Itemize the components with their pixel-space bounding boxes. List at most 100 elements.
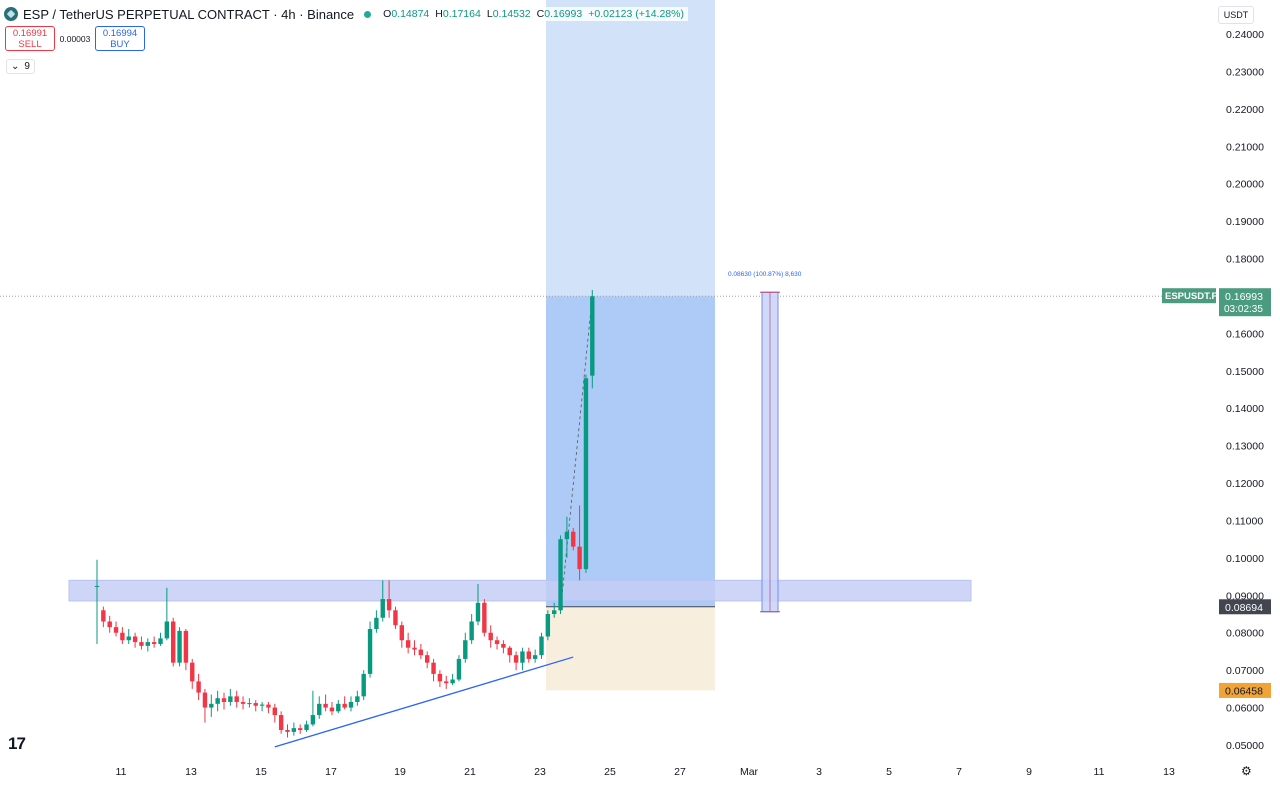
- trade-panel: 0.16991 SELL 0.00003 0.16994 BUY: [5, 26, 145, 51]
- y-axis-tick: 0.16000: [1226, 328, 1264, 340]
- candle-body: [418, 649, 424, 656]
- candle-body: [259, 704, 265, 706]
- candle-body: [323, 703, 328, 708]
- ohlc-value: 0.14874: [391, 8, 430, 20]
- buy-button[interactable]: 0.16994 BUY: [95, 26, 145, 51]
- x-axis-tick: 27: [674, 766, 686, 778]
- candle-body: [221, 698, 227, 702]
- indicators-toggle[interactable]: ⌄ 9: [6, 59, 35, 74]
- candle-body: [234, 696, 239, 702]
- indicator-count: 9: [24, 61, 30, 72]
- ohlc-value: 0.14532: [492, 8, 531, 20]
- candle-body: [412, 647, 417, 650]
- entry-price-value: 0.08694: [1225, 602, 1263, 614]
- candle-body: [278, 715, 284, 731]
- x-axis-tick: 13: [1163, 766, 1175, 778]
- x-axis-tick: 11: [116, 766, 127, 778]
- candle-body: [386, 599, 392, 611]
- candle-body: [450, 679, 455, 684]
- candle-body: [374, 617, 379, 629]
- candle-body: [526, 651, 531, 659]
- candle-body: [583, 378, 589, 570]
- candle-body: [253, 703, 258, 706]
- ohlc-item: O0.14874: [383, 8, 429, 20]
- ohlc-item: C0.16993: [537, 8, 583, 20]
- candle-body: [425, 655, 430, 663]
- candle-body: [482, 602, 487, 633]
- sell-button[interactable]: 0.16991 SELL: [5, 26, 55, 51]
- candle-body: [545, 614, 551, 637]
- symbol-title[interactable]: ESP / TetherUS PERPETUAL CONTRACT · 4h ·…: [23, 6, 355, 22]
- candle-body: [107, 621, 112, 628]
- ohlc-key: C: [536, 8, 545, 20]
- y-axis-tick: 0.18000: [1226, 254, 1264, 266]
- candle-body: [475, 602, 481, 622]
- candle-body: [532, 655, 538, 659]
- buy-label: BUY: [110, 39, 130, 50]
- candle-body: [380, 599, 385, 618]
- y-axis-tick: 0.11000: [1226, 515, 1263, 527]
- y-axis-tick: 0.05000: [1226, 740, 1264, 752]
- candle-body: [539, 636, 544, 656]
- x-axis-tick: 3: [816, 766, 822, 778]
- gear-icon[interactable]: ⚙: [1241, 764, 1252, 778]
- market-status-icon[interactable]: [364, 10, 372, 18]
- candle-body: [558, 539, 563, 611]
- candle-body: [120, 632, 125, 641]
- stop-zone: [546, 606, 715, 691]
- ohlc-value: 0.17164: [442, 8, 481, 20]
- candle-body: [215, 698, 220, 704]
- candle-body: [361, 673, 366, 697]
- y-axis-tick: 0.24000: [1226, 29, 1264, 41]
- x-axis-tick: 19: [394, 766, 406, 778]
- candle-body: [367, 628, 373, 674]
- candle-body: [298, 728, 303, 731]
- candle-body: [463, 640, 468, 659]
- stop-price-box: [1219, 682, 1271, 698]
- y-axis-tick: 0.13000: [1226, 441, 1264, 453]
- tradingview-logo-icon[interactable]: 17: [8, 734, 26, 753]
- measure-label: 0.08630 (100.87%) 8,630: [728, 271, 802, 278]
- target-zone: [546, 296, 715, 607]
- target-zone-upper: [546, 0, 715, 297]
- currency-selector[interactable]: USDT: [1218, 6, 1254, 24]
- candle-body: [202, 692, 208, 708]
- candle-body: [240, 701, 246, 704]
- projection-line: [560, 295, 593, 611]
- candle-body: [405, 640, 411, 648]
- candle-body: [190, 662, 195, 682]
- ohlc-value: +0.02123 (+14.28%): [588, 8, 684, 20]
- candle-body: [247, 703, 252, 705]
- x-axis-tick: 17: [325, 766, 337, 778]
- candle-body: [437, 673, 443, 682]
- last-price-box: [1219, 288, 1271, 317]
- candle-body: [101, 610, 106, 622]
- y-axis-tick: 0.14000: [1226, 403, 1264, 415]
- x-axis-tick: 21: [464, 766, 476, 778]
- symbol-logo-icon: [4, 7, 18, 21]
- candle-body: [456, 658, 462, 680]
- x-axis-tick: 11: [1094, 766, 1105, 778]
- x-axis-tick: 13: [185, 766, 197, 778]
- x-axis-tick: Mar: [740, 766, 759, 778]
- candle-body: [513, 655, 519, 663]
- y-axis-tick: 0.10000: [1226, 553, 1264, 565]
- candle-body: [507, 647, 512, 656]
- candle-body: [164, 621, 170, 639]
- ohlc-key: L: [486, 8, 493, 20]
- candle-body: [266, 704, 271, 708]
- candle-body: [571, 531, 576, 547]
- ohlc-key: O: [383, 8, 392, 20]
- candle-body: [488, 632, 493, 641]
- candle-body: [501, 643, 506, 648]
- candle-body: [329, 707, 335, 712]
- candle-body: [113, 627, 119, 633]
- candle-body: [310, 715, 316, 725]
- y-axis-tick: 0.15000: [1226, 366, 1264, 378]
- candle-body: [431, 662, 436, 674]
- candle-body: [285, 730, 290, 732]
- x-axis-tick: 23: [534, 766, 546, 778]
- candle-body: [444, 681, 449, 684]
- y-axis-tick: 0.08000: [1226, 628, 1264, 640]
